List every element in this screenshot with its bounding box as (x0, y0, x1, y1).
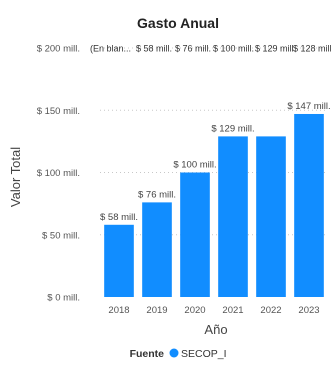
top-row-label: (En blan... (90, 44, 131, 54)
bar-2021 (218, 136, 248, 297)
x-tick-label-2023: 2023 (298, 305, 319, 316)
data-label-2019: $ 76 mill. (138, 189, 176, 200)
x-axis-ticks: 2018 2019 2020 2021 2022 2023 (108, 305, 319, 316)
legend: Fuente SECOP_I (130, 348, 227, 360)
data-label-2018: $ 58 mill. (100, 212, 138, 223)
bar-2022 (256, 136, 286, 297)
bar-2020 (180, 172, 210, 297)
y-tick-label: $ 200 mill. (37, 44, 80, 55)
gridlines (100, 47, 328, 236)
x-tick-label-2019: 2019 (146, 305, 167, 316)
top-row-label: $ 128 mill. (293, 44, 332, 54)
x-tick-label-2021: 2021 (222, 305, 243, 316)
y-tick-label: $ 150 mill. (37, 106, 80, 117)
top-row-label: $ 58 mill. (136, 44, 172, 54)
legend-swatch (169, 348, 179, 358)
data-label-2023: $ 147 mill. (287, 101, 330, 112)
x-axis-title: Año (204, 322, 227, 337)
data-label-2020: $ 100 mill. (173, 160, 216, 171)
y-axis-ticks: $ 0 mill. $ 50 mill. $ 100 mill. $ 150 mill… (37, 44, 80, 304)
top-row-label: $ 76 mill. (175, 44, 211, 54)
y-tick-label: $ 50 mill. (42, 230, 80, 241)
y-tick-label: $ 0 mill. (47, 293, 80, 304)
legend-title: Fuente (130, 348, 165, 360)
legend-entry-secop-i: SECOP_I (181, 348, 227, 360)
top-row-label: $ 100 mill. (213, 44, 254, 54)
bar-2019 (142, 202, 172, 297)
chart-title: Gasto Anual (137, 15, 219, 31)
x-tick-label-2022: 2022 (260, 305, 281, 316)
bar-2018 (104, 224, 134, 297)
data-labels: $ 58 mill. $ 76 mill. $ 100 mill. $ 129 mil… (100, 101, 331, 223)
bars (104, 113, 324, 297)
top-row-label: $ 129 mill. (255, 44, 296, 54)
data-label-2021: $ 129 mill. (211, 123, 254, 134)
bar-2023 (294, 113, 324, 297)
x-tick-label-2020: 2020 (184, 305, 205, 316)
y-tick-label: $ 100 mill. (37, 168, 80, 179)
x-tick-label-2018: 2018 (108, 305, 129, 316)
y-axis-title: Valor Total (8, 147, 23, 207)
top-row-labels: (En blan... $ 58 mill. $ 76 mill. $ 100 mil… (90, 44, 332, 54)
